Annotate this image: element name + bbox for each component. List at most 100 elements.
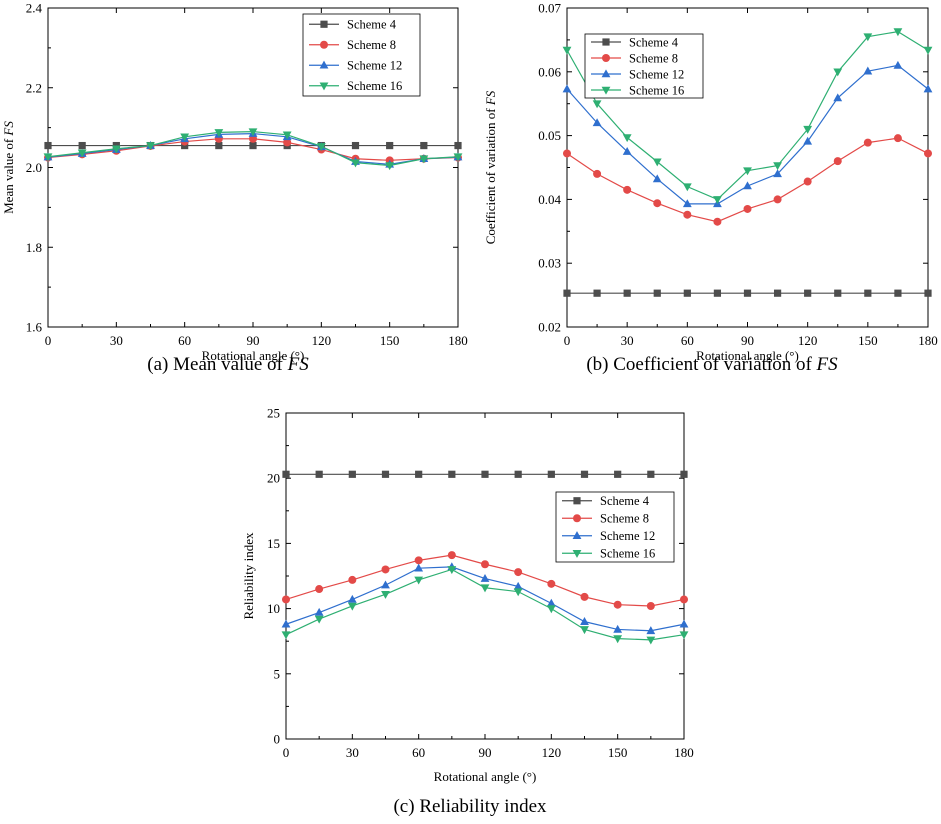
data-point <box>713 217 722 226</box>
data-point <box>923 84 933 93</box>
data-point <box>562 46 572 55</box>
data-point <box>281 631 291 640</box>
y-tick-label: 1.8 <box>26 240 42 255</box>
y-tick-label: 0.03 <box>538 256 561 271</box>
x-axis-label: Rotational angle (°) <box>696 348 799 363</box>
legend-marker <box>572 549 582 558</box>
panel-a-mean-value: 0 30 60 90 120 150 180 1.6 1.8 2.0 2.2 2.4 Rotationa… <box>1 1 468 376</box>
x-tick-label: 30 <box>621 333 634 348</box>
x-tick-label: 120 <box>798 333 818 348</box>
data-point <box>893 134 902 143</box>
legend-entry: Scheme 8 <box>629 51 678 65</box>
y-tick-label: 1.6 <box>26 320 43 335</box>
data-point <box>348 575 357 584</box>
data-point <box>546 598 556 607</box>
legend-marker <box>573 514 581 523</box>
legend-entry: Scheme 8 <box>600 512 649 526</box>
data-point <box>743 289 752 297</box>
panel-caption: (c) Reliability index <box>393 796 547 817</box>
data-point <box>743 167 752 176</box>
data-point <box>146 142 155 151</box>
data-point <box>622 146 632 155</box>
x-tick-label: 120 <box>542 745 562 760</box>
data-point <box>381 470 390 478</box>
x-tick-label: 180 <box>674 745 694 760</box>
data-point <box>592 100 602 109</box>
data-point <box>386 141 394 150</box>
data-point <box>833 68 843 77</box>
data-point <box>414 563 424 572</box>
data-point <box>894 289 902 297</box>
legend-marker <box>572 531 582 540</box>
y-tick-label: 15 <box>267 536 280 551</box>
data-point <box>316 143 326 151</box>
panel-caption: (b) Coefficient of variation of FS <box>586 354 838 375</box>
data-point <box>563 149 571 158</box>
panel-c-reliability-index: 0 30 60 90 120 150 180 0 5 10 15 20 25 Rotational ang… <box>241 406 694 818</box>
x-tick-label: 90 <box>247 333 260 348</box>
x-tick-label: 150 <box>858 333 878 348</box>
data-point <box>420 141 428 150</box>
y-tick-label: 5 <box>274 666 281 681</box>
data-point <box>593 289 601 297</box>
data-point <box>546 605 556 614</box>
legend-marker <box>319 82 329 91</box>
y-tick-label: 25 <box>267 406 280 421</box>
data-point <box>864 289 872 297</box>
data-point <box>613 624 623 633</box>
legend-marker <box>320 20 328 28</box>
data-point <box>480 574 490 582</box>
legend-entry: Scheme 16 <box>600 547 655 561</box>
y-tick-label: 2.4 <box>26 1 43 16</box>
data-point <box>613 635 623 644</box>
y-axis-label: Reliability index <box>241 532 256 620</box>
data-point <box>43 153 53 162</box>
data-point <box>514 568 523 577</box>
data-point <box>447 551 456 560</box>
data-point <box>683 289 691 297</box>
data-point <box>833 157 842 166</box>
data-point <box>381 565 390 574</box>
data-point <box>773 289 782 297</box>
legend-marker <box>601 86 611 95</box>
x-tick-label: 0 <box>45 333 52 348</box>
data-point <box>447 566 457 575</box>
legend-entry: Scheme 8 <box>347 38 396 52</box>
x-tick-label: 180 <box>918 333 938 348</box>
data-point <box>547 579 556 588</box>
data-point <box>419 155 429 164</box>
data-point <box>248 128 258 137</box>
data-point <box>893 28 903 37</box>
y-tick-label: 0.05 <box>538 128 561 143</box>
x-tick-label: 30 <box>346 745 359 760</box>
data-point <box>347 594 357 603</box>
legend-marker <box>573 497 581 505</box>
x-tick-label: 180 <box>448 333 468 348</box>
data-point <box>646 626 656 635</box>
data-point <box>283 138 292 147</box>
x-tick-label: 0 <box>564 333 571 348</box>
data-point <box>282 131 292 140</box>
data-point <box>78 141 86 150</box>
legend-marker <box>320 40 328 49</box>
data-point <box>315 585 324 594</box>
x-axis-label: Rotational angle (°) <box>202 348 305 363</box>
data-point <box>623 185 632 194</box>
data-point <box>448 470 456 478</box>
data-point <box>315 470 323 478</box>
legend-entry: Scheme 4 <box>629 35 679 49</box>
data-point <box>414 556 423 565</box>
data-point <box>214 129 224 138</box>
legend: Scheme 4 Scheme 8 Scheme 12 Scheme 16 <box>555 491 675 563</box>
data-point <box>682 199 692 208</box>
legend-marker <box>602 54 610 62</box>
data-point <box>614 470 622 478</box>
x-tick-label: 90 <box>741 333 754 348</box>
data-point <box>381 590 390 599</box>
panel-caption: (a) Mean value of FS <box>147 354 309 375</box>
data-point <box>680 595 688 604</box>
x-axis-label: Rotational angle (°) <box>434 769 537 784</box>
data-point <box>713 289 722 297</box>
data-point <box>863 33 873 42</box>
data-point <box>580 626 589 635</box>
